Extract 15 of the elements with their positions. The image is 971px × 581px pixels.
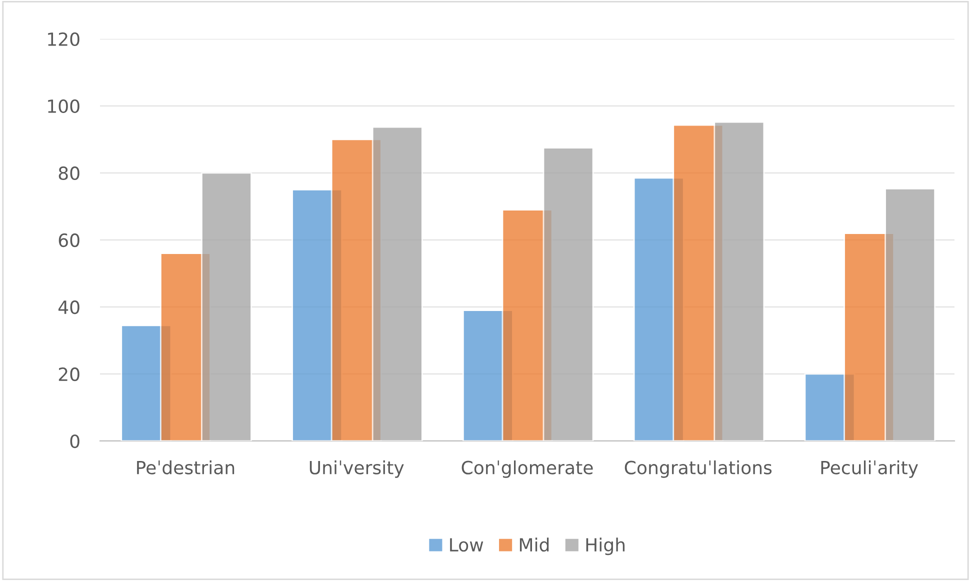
x-tick-label: Conˈglomerate — [462, 460, 593, 478]
legend-label: Low — [450, 538, 484, 552]
y-tick-label: 60 — [58, 233, 80, 248]
y-tick-label: 80 — [58, 166, 80, 180]
legend-label: High — [586, 538, 625, 556]
y-tick-label: 100 — [48, 99, 80, 114]
y-tick-label: 40 — [58, 300, 80, 314]
y-tick-label: 120 — [48, 32, 80, 46]
x-tick-label: Uniˈversity — [310, 460, 404, 478]
x-tick-label: Peˈdestrian — [137, 460, 234, 474]
x-tick-label: Congratuˈlations — [624, 460, 772, 478]
legend-label: Mid — [520, 538, 549, 552]
y-tick-label: 0 — [70, 434, 80, 448]
y-tick-label: 20 — [58, 367, 80, 382]
x-tick-label: Peculiˈarity — [821, 460, 918, 478]
